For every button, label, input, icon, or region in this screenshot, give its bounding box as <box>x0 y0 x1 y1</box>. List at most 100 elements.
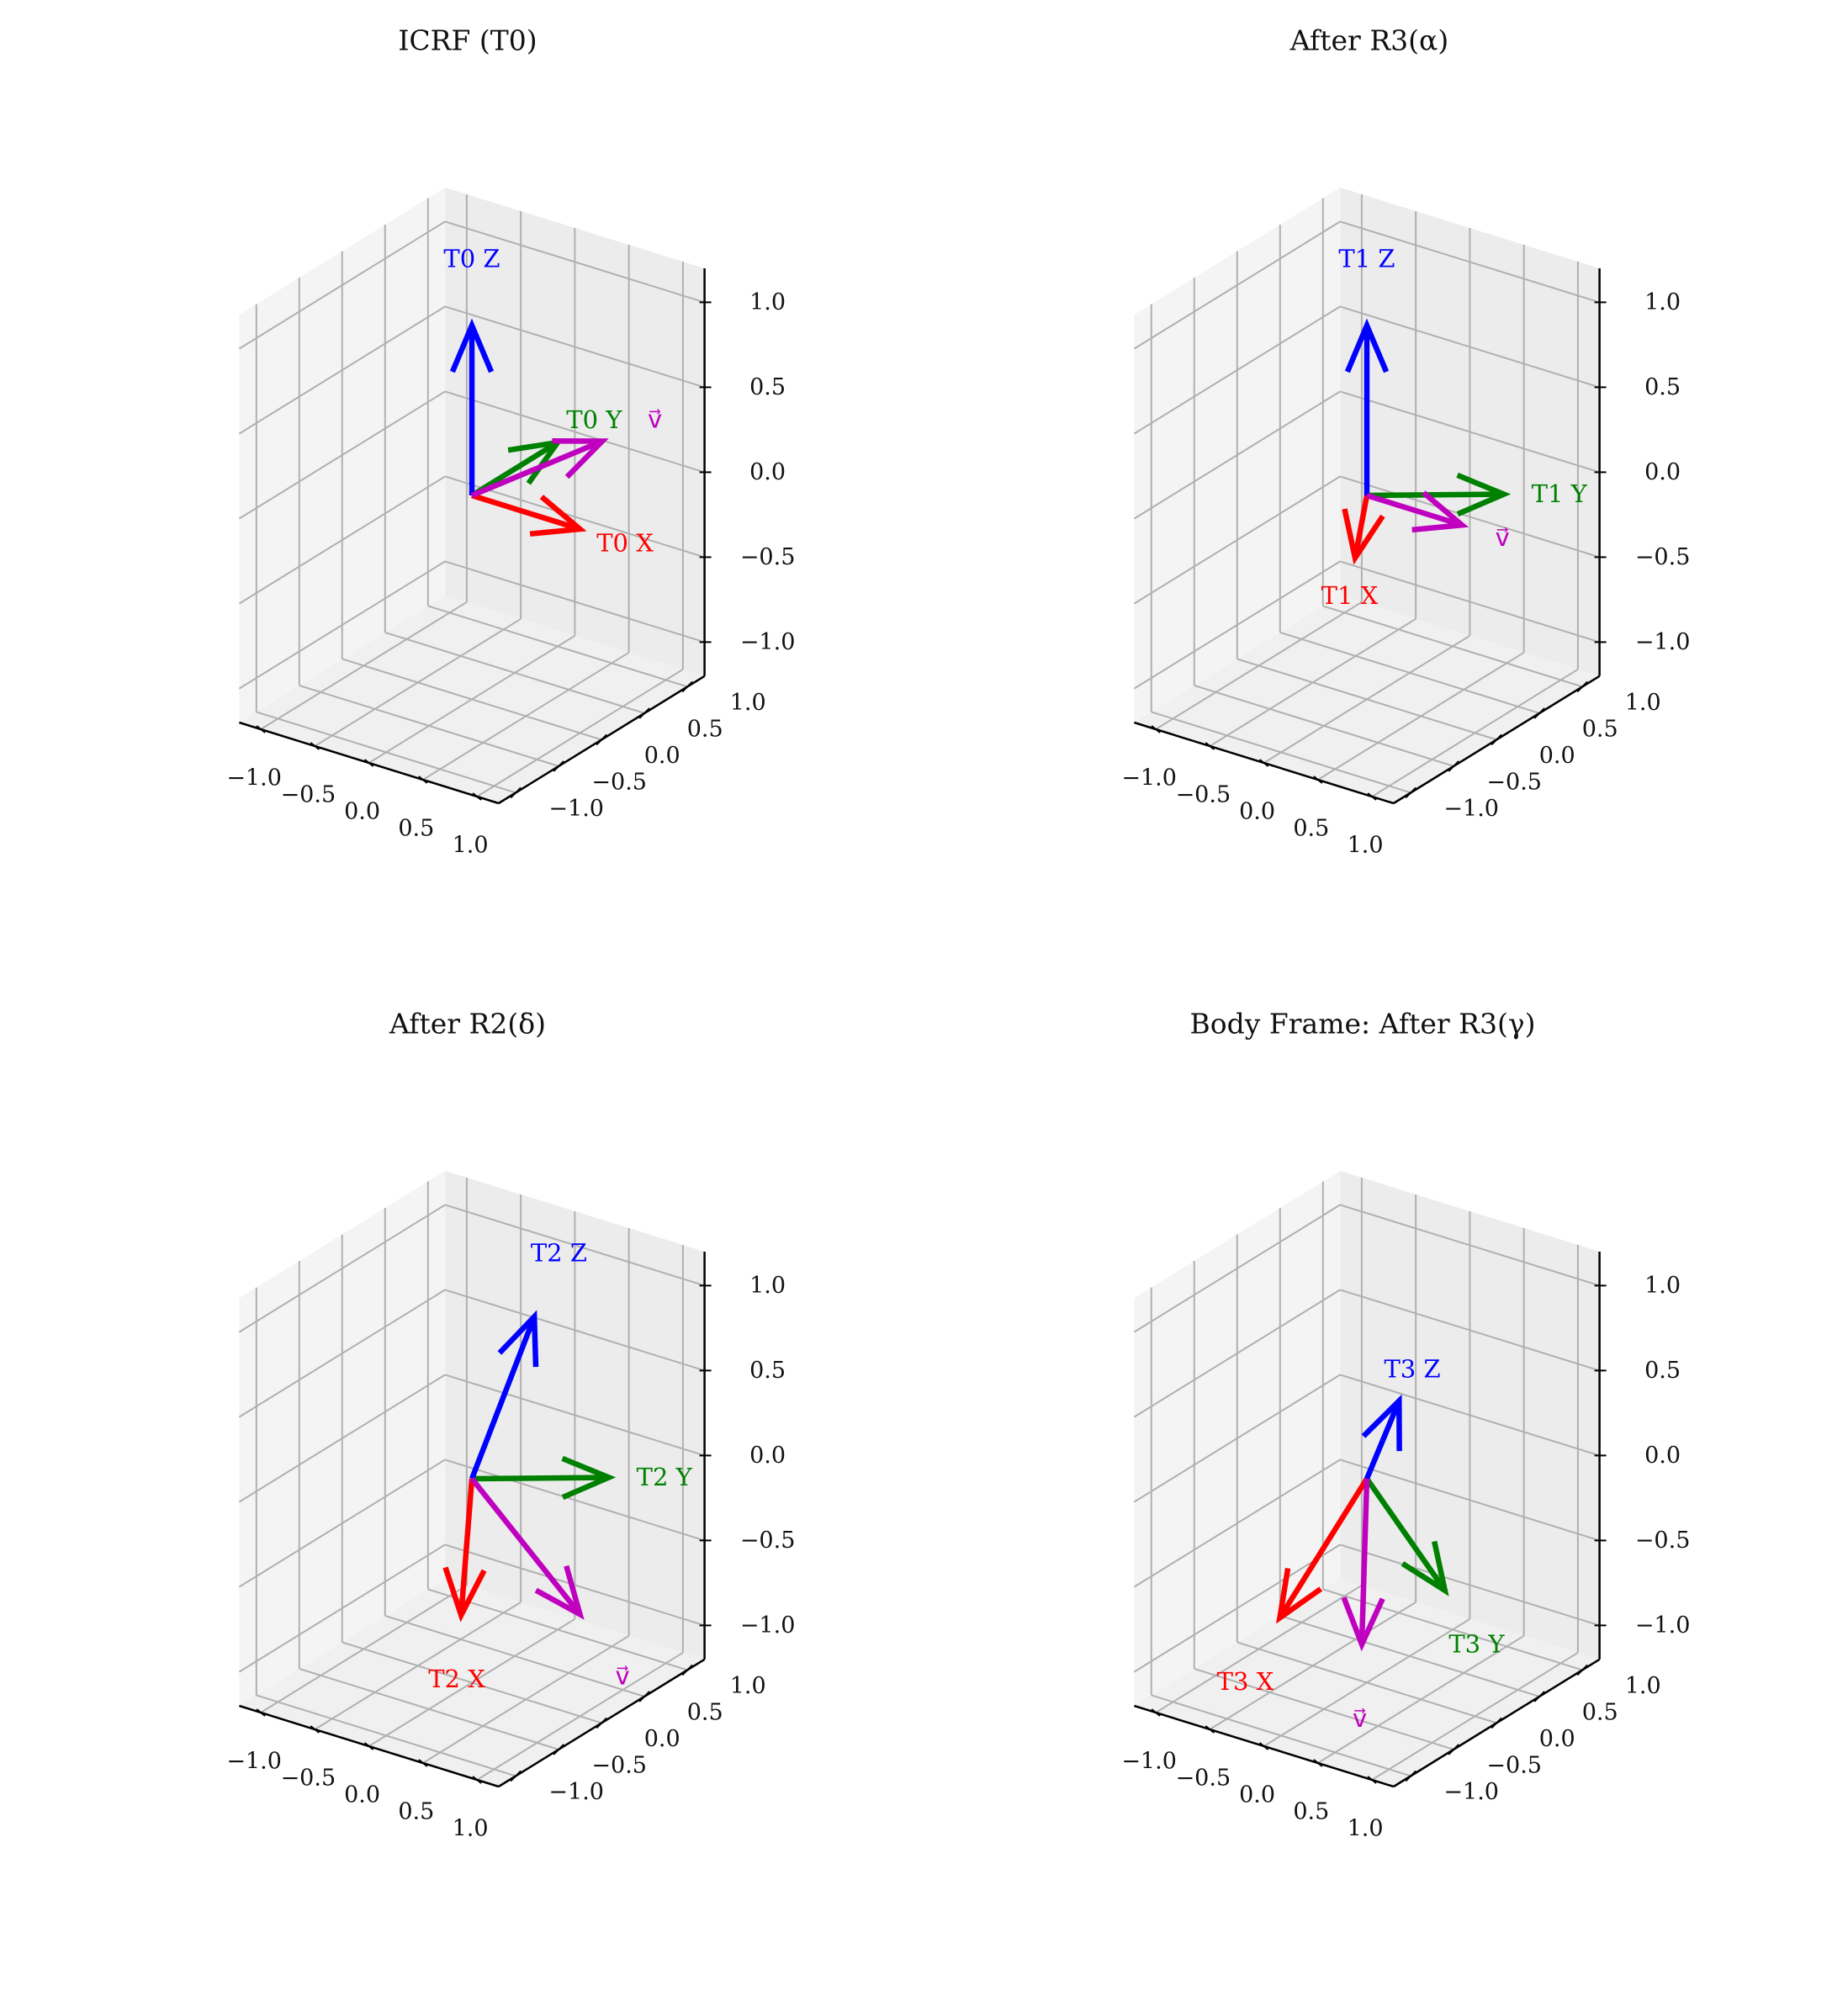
vector-arrowhead <box>534 1565 585 1620</box>
vector-label: v⃗ <box>615 1662 629 1691</box>
y-tick-label: −1.0 <box>1443 1779 1499 1805</box>
vector-0: T2 X <box>428 1478 487 1693</box>
vector-label: v⃗ <box>648 405 662 434</box>
x-tick-label: 0.5 <box>398 1799 434 1825</box>
z-tick-label: −1.0 <box>1635 629 1691 655</box>
vector-3: v⃗ <box>1366 490 1510 552</box>
grid-line <box>238 1204 446 1333</box>
y-tick-mark <box>1448 1744 1459 1755</box>
y-tick-mark <box>553 760 564 772</box>
y-tick-label: −0.5 <box>1486 1752 1542 1778</box>
z-tick-label: 0.5 <box>749 374 786 400</box>
vector-arrowhead <box>1456 472 1512 517</box>
grid-line <box>1317 1634 1525 1764</box>
x-tick-mark <box>418 1759 428 1767</box>
grid-line <box>1322 1588 1583 1671</box>
grid-line <box>342 658 602 741</box>
grid-line <box>1339 220 1600 304</box>
vector-shaft <box>469 1476 583 1617</box>
y-tick-label: 1.0 <box>730 1673 766 1699</box>
grid-line <box>1339 1374 1600 1457</box>
x-tick-label: −0.5 <box>1176 782 1231 808</box>
grid-line <box>238 1289 446 1418</box>
vector-1: T2 Y <box>471 1455 693 1501</box>
z-tick-label: 0.5 <box>749 1358 786 1384</box>
vector-arrowhead <box>552 438 609 479</box>
x-tick-label: −0.5 <box>281 782 336 808</box>
vector-arrowhead <box>1341 1596 1385 1652</box>
y-tick-label: −0.5 <box>1486 769 1542 795</box>
grid-line <box>1236 1641 1497 1724</box>
vector-label: T3 Y <box>1448 1630 1505 1659</box>
vector-1: T1 Y <box>1366 472 1588 517</box>
vector-shaft <box>469 1316 537 1480</box>
grid-line <box>444 1289 705 1372</box>
y-tick-mark <box>681 1664 693 1676</box>
z-tick-label: 1.0 <box>749 289 786 315</box>
y-tick-mark <box>1491 733 1502 746</box>
grid-line <box>1279 1614 1540 1697</box>
x-tick-label: −1.0 <box>1121 765 1177 792</box>
y-tick-label: −1.0 <box>1443 796 1499 822</box>
x-tick-label: −1.0 <box>226 765 282 792</box>
grid-line <box>1133 220 1341 350</box>
vector-2: T3 Z <box>1361 1355 1441 1480</box>
vector-label: T1 X <box>1321 581 1379 610</box>
y-tick-mark <box>596 1717 607 1729</box>
vector-2: T1 Z <box>1338 244 1395 495</box>
y-tick-mark <box>510 1770 522 1782</box>
x-tick-mark <box>1313 1759 1323 1767</box>
grid-line <box>1133 1374 1341 1503</box>
chart-panel-3: After R2(δ)−1.0−1.0−1.0−0.5 −0.5−0.50.00.… <box>226 1008 795 1842</box>
y-tick-mark <box>1491 1717 1502 1729</box>
vector-label: T1 Y <box>1532 479 1588 508</box>
z-tick-label: −0.5 <box>1635 1528 1691 1554</box>
grid-line <box>422 651 630 781</box>
y-tick-label: −0.5 <box>591 1752 647 1778</box>
vector-arrowhead <box>529 495 587 537</box>
vector-shaft <box>1358 1478 1370 1645</box>
x-tick-label: 0.5 <box>398 816 434 842</box>
z-tick-label: −1.0 <box>740 1612 796 1639</box>
chart-panel-4: Body Frame: After R3(γ)−1.0−1.0−1.0−0.5−… <box>1121 1008 1690 1842</box>
vector-shaft <box>1352 495 1370 559</box>
grid-line <box>422 1634 630 1764</box>
y-tick-mark <box>596 733 607 746</box>
chart-title: After R3(α) <box>1289 24 1448 57</box>
grid-line <box>444 305 705 389</box>
vector-label: T2 Y <box>637 1463 693 1491</box>
grid-line <box>238 390 446 520</box>
x-tick-mark <box>1151 1708 1161 1717</box>
y-tick-mark <box>1405 1770 1416 1782</box>
vector-arrowhead <box>1276 1567 1323 1624</box>
x-tick-mark <box>256 1708 266 1717</box>
x-tick-mark <box>1258 759 1269 767</box>
vector-arrowhead <box>1411 490 1469 533</box>
x-tick-label: −0.5 <box>1176 1766 1231 1792</box>
vector-3: v⃗ <box>470 405 662 499</box>
x-tick-mark <box>418 776 428 784</box>
grid-line <box>238 1374 446 1503</box>
x-tick-label: 0.0 <box>344 799 380 825</box>
chart-title: ICRF (T0) <box>398 24 537 57</box>
vector-arrowhead <box>561 1455 617 1501</box>
y-tick-label: −0.5 <box>591 769 647 795</box>
x-tick-label: 0.0 <box>344 1782 380 1808</box>
grid-line <box>476 668 684 797</box>
z-tick-label: −0.5 <box>740 544 796 570</box>
y-tick-mark <box>1405 786 1416 799</box>
y-tick-label: 1.0 <box>1625 690 1661 716</box>
y-tick-label: 0.0 <box>1539 1726 1575 1752</box>
x-tick-label: 1.0 <box>453 833 489 859</box>
y-tick-mark <box>1576 1664 1588 1676</box>
grid-line <box>384 631 645 714</box>
grid-line <box>444 1374 705 1457</box>
z-tick-label: 1.0 <box>749 1273 786 1299</box>
chart-title: After R2(δ) <box>389 1008 546 1040</box>
z-tick-label: −0.5 <box>740 1528 796 1554</box>
x-tick-label: 1.0 <box>453 1816 489 1842</box>
vector-0: T0 X <box>471 492 654 558</box>
x-tick-mark <box>310 1725 320 1734</box>
vector-arrowhead <box>497 1310 539 1368</box>
y-tick-label: 0.5 <box>687 1699 723 1725</box>
